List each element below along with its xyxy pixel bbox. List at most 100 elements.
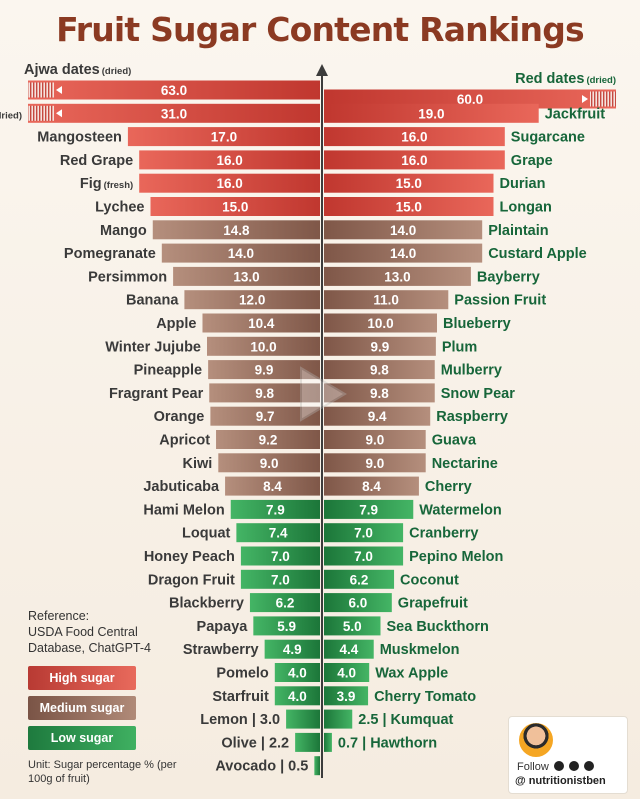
fruit-name: Coconut <box>400 572 459 588</box>
bar-right-21 <box>324 569 395 589</box>
value-label-left-16: 9.0 <box>260 456 279 471</box>
fruit-label-right-22: Grapefruit <box>398 596 468 612</box>
bar-right-28 <box>324 732 332 752</box>
fruit-label-left-19: Loquat <box>182 526 230 542</box>
instagram-icon[interactable] <box>568 761 579 771</box>
bar-right-2 <box>324 127 505 147</box>
fruit-label-right-2: Sugarcane <box>511 130 585 146</box>
fruit-name: Muskmelon <box>380 642 460 658</box>
fruit-label-left-18: Hami Melon <box>143 502 224 518</box>
fruit-name: Mulberry <box>441 363 502 379</box>
fruit-label-right-8: Bayberry <box>477 269 540 285</box>
fruit-name: Cranberry <box>409 526 478 542</box>
value-label-right-24: 4.4 <box>339 642 358 657</box>
fruit-name: Custard Apple <box>488 246 587 262</box>
value-label-left-10: 10.4 <box>248 316 275 331</box>
fruit-name: Red dates <box>515 71 584 87</box>
bar-left-15 <box>216 430 320 449</box>
bar-left-7 <box>161 243 320 263</box>
fruit-note: (dried) <box>102 66 132 77</box>
author-credit: Follow @ nutritionistben <box>508 716 628 794</box>
fruit-label-right-11: Plum <box>442 339 477 355</box>
fruit-name: Kiwi <box>182 456 212 472</box>
fruit-label-right-17: Cherry <box>425 479 472 495</box>
reference-title: Reference: <box>28 609 90 623</box>
fruit-label-left-23: Papaya <box>197 619 249 635</box>
fruit-label-left-25: Pomelo <box>216 666 269 682</box>
bar-left-9 <box>184 290 320 310</box>
fruit-name: Sea Buckthorn <box>387 619 489 635</box>
value-label-right-10: 10.0 <box>367 316 393 331</box>
arrow-icon <box>582 95 588 103</box>
right-bars-group: 60.0 Red dates (dried) 19.0 Jackfruit 16.0 Sug… <box>324 71 616 752</box>
bar-left-3 <box>139 150 320 170</box>
fruit-name: Sugarcane <box>511 130 585 146</box>
value-label-left-0: 63.0 <box>161 83 187 98</box>
fruit-name: Blackberry <box>169 596 244 612</box>
fruit-label-right-7: Custard Apple <box>488 246 587 262</box>
fruit-name: Banana <box>126 293 179 309</box>
bar-right-16 <box>324 453 426 473</box>
fruit-name: Mangosteen <box>37 130 122 146</box>
bar-right-25 <box>324 663 370 682</box>
value-label-right-5: 15.0 <box>396 200 422 215</box>
fruit-name: Orange <box>154 409 205 425</box>
play-overlay-icon[interactable] <box>287 362 351 426</box>
value-label-left-23: 5.9 <box>277 619 296 634</box>
bar-right-14 <box>324 406 431 426</box>
value-label-right-15: 9.0 <box>365 433 384 448</box>
fruit-label-left-12: Pineapple <box>134 363 203 379</box>
fruit-name: Jackfruit <box>545 106 606 122</box>
fruit-name: Hami Melon <box>143 502 224 518</box>
bar-right-5 <box>324 197 494 216</box>
fruit-name: Avocado | <box>215 759 288 775</box>
legend-medium-sugar: Medium sugar <box>28 696 136 720</box>
fruit-name: Winter Jujube <box>105 339 201 355</box>
bar-left-27 <box>286 709 320 729</box>
tiktok-icon[interactable] <box>583 761 594 771</box>
value-label-right-16: 9.0 <box>365 456 384 471</box>
fruit-name: Durian <box>500 176 546 192</box>
fruit-name: Cherry <box>425 479 472 495</box>
fruit-label-right-5: Longan <box>500 200 552 216</box>
fruit-name: Starfruit <box>212 689 269 705</box>
fruit-name: Bayberry <box>477 269 540 285</box>
fruit-name: Lemon | <box>200 712 260 728</box>
fruit-label-right-23: Sea Buckthorn <box>387 619 489 635</box>
fruit-name: Cherry Tomato <box>374 689 476 705</box>
fruit-label-right-9: Passion Fruit <box>454 293 546 309</box>
bar-left-5 <box>150 197 320 216</box>
fruit-name: Papaya <box>197 619 249 635</box>
reference-body: USDA Food Central Database, ChatGPT-4 <box>28 625 151 655</box>
fruit-label-left-2: Mangosteen <box>37 130 122 146</box>
fruit-label-left-7: Pomegranate <box>64 246 156 262</box>
value-label-right-23: 5.0 <box>343 619 362 634</box>
value-label-left-1: 31.0 <box>161 106 187 121</box>
value-label-left-25: 4.0 <box>288 666 307 681</box>
fruit-name: Passion Fruit <box>454 293 546 309</box>
fruit-note: (dried) <box>586 75 616 86</box>
bar-left-22 <box>249 593 320 613</box>
fruit-note: (fresh) <box>104 180 134 191</box>
value-label-right-9: 11.0 <box>373 293 399 308</box>
author-handle[interactable]: @ nutritionistben <box>515 775 606 787</box>
value-label-left-22: 6.2 <box>276 596 295 611</box>
fruit-name: Nectarine <box>432 456 498 472</box>
bar-right-13 <box>324 383 435 403</box>
fruit-name: Honey Peach <box>144 549 235 565</box>
value-label-right-22: 6.0 <box>349 596 368 611</box>
bar-left-23 <box>253 616 320 636</box>
fruit-name: Grape <box>511 153 553 169</box>
value-label-right-14: 9.4 <box>368 409 387 424</box>
value-label-left-26: 4.0 <box>288 689 307 704</box>
fruit-label-left-27: Lemon | 3.0 <box>200 712 280 728</box>
arrow-icon <box>56 86 62 94</box>
bar-right-15 <box>324 430 426 449</box>
bar-left-0 <box>28 80 320 100</box>
facebook-icon[interactable] <box>553 761 564 771</box>
fruit-name: Blueberry <box>443 316 511 332</box>
fruit-name: Longan <box>500 200 552 216</box>
fruit-label-left-16: Kiwi <box>182 456 212 472</box>
bar-left-14 <box>210 406 320 426</box>
fruit-label-right-4: Durian <box>500 176 546 192</box>
